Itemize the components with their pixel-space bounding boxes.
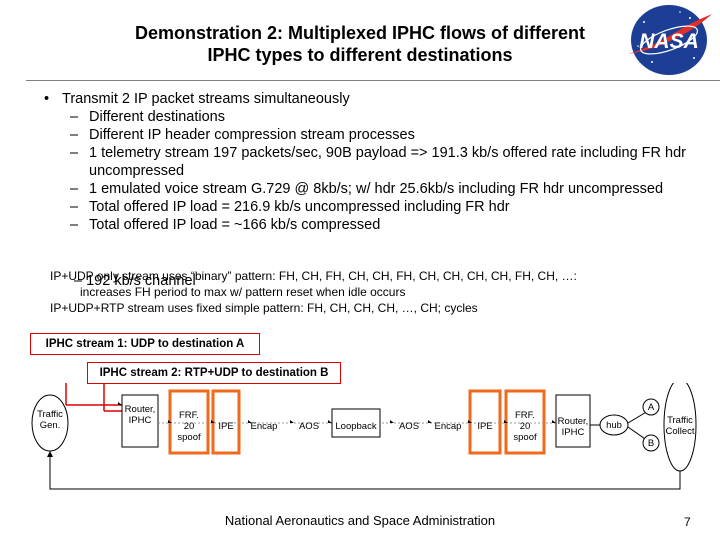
note-line-3: IP+UDP+RTP stream uses fixed simple patt… bbox=[50, 301, 478, 315]
dest-a-label: A bbox=[647, 402, 655, 413]
sub-bullet: – Total offered IP load = ~166 kb/s compr… bbox=[70, 217, 381, 233]
router-right-label: Router, IPHC bbox=[557, 416, 589, 438]
aos-right-label: AOS bbox=[398, 421, 420, 432]
dest-b-node bbox=[642, 434, 660, 452]
router-left-label: Router, IPHC bbox=[124, 404, 156, 426]
note-line-2: increases FH period to max w/ pattern re… bbox=[80, 285, 406, 299]
traffic-gen-label: Traffic Gen. bbox=[37, 409, 63, 431]
aos-left-label: AOS bbox=[298, 421, 320, 432]
loopback-label: Loopback bbox=[335, 421, 377, 432]
logo-text: NASA bbox=[639, 30, 699, 53]
note-line-1: IP+UDP only stream uses “binary” pattern… bbox=[50, 269, 577, 283]
router-right-node bbox=[555, 394, 591, 448]
dest-b-label: B bbox=[647, 438, 655, 449]
encap-right-label: Encap bbox=[434, 421, 462, 432]
page-number: 7 bbox=[684, 515, 691, 529]
frf-right-label: FRF. 20 spoof bbox=[513, 410, 537, 443]
ipe-right-label: IPE bbox=[477, 421, 493, 432]
sub-bullet: – Total offered IP load = 216.9 kb/s unco… bbox=[70, 199, 510, 215]
sub-bullet-overlap: – 192 kb/s channel bbox=[74, 273, 196, 289]
hub-a-link bbox=[627, 410, 649, 424]
frf-left-label: FRF. 20 spoof bbox=[177, 410, 201, 443]
main-bullet: • Transmit 2 IP packet streams simultane… bbox=[44, 90, 694, 108]
traffic-collect-label: Traffic Collect bbox=[665, 415, 695, 437]
stream-2-label: IPHC stream 2: RTP+UDP to destination B bbox=[87, 362, 341, 384]
return-loop bbox=[49, 451, 681, 490]
title-divider bbox=[26, 80, 720, 81]
title-line-1: Demonstration 2: Multiplexed IPHC flows … bbox=[134, 23, 586, 43]
bullet-marker: • bbox=[44, 91, 50, 107]
bullet-list: • Transmit 2 IP packet streams simultane… bbox=[44, 90, 694, 234]
sub-bullet: – Different IP header compression stream … bbox=[70, 127, 415, 143]
stream-1-label: IPHC stream 1: UDP to destination A bbox=[30, 333, 260, 355]
network-diagram bbox=[31, 383, 697, 490]
sub-bullet: – Different destinations bbox=[70, 109, 225, 125]
ipe-left-label: IPE bbox=[218, 421, 234, 432]
hub-label: hub bbox=[606, 420, 622, 431]
loopback-node bbox=[331, 408, 381, 438]
title-line-2: IPHC types to different destinations bbox=[207, 45, 513, 65]
main-bullet-text: Transmit 2 IP packet streams simultaneou… bbox=[62, 91, 350, 107]
slide-title: Demonstration 2: Multiplexed IPHC flows … bbox=[60, 22, 660, 66]
sub-bullet: –1 emulated voice stream G.729 @ 8kb/s; … bbox=[70, 181, 664, 197]
footer-text: National Aeronautics and Space Administr… bbox=[224, 513, 496, 528]
router-left-node bbox=[121, 394, 159, 448]
nasa-logo: NASA bbox=[628, 5, 712, 75]
pattern-notes: IP+UDP only stream uses “binary” pattern… bbox=[50, 268, 720, 316]
encap-left-label: Encap bbox=[250, 421, 278, 432]
sub-bullet: –1 telemetry stream 197 packets/sec, 90B… bbox=[70, 145, 686, 179]
dest-a-node bbox=[642, 398, 660, 416]
